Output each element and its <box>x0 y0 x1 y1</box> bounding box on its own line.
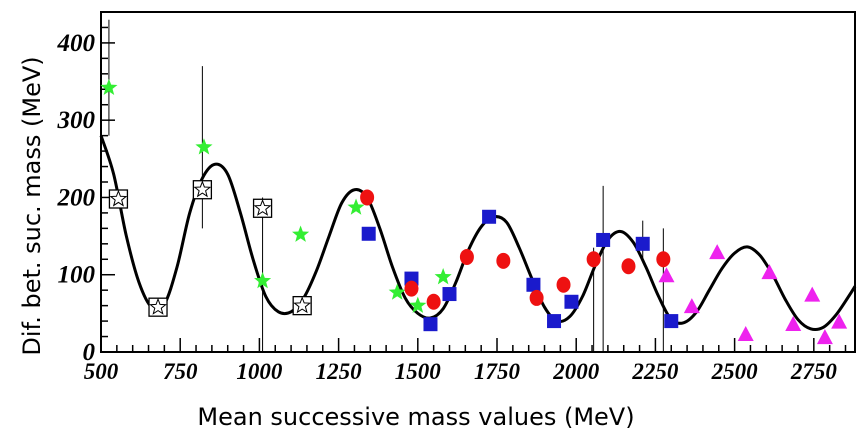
point-open-star-square <box>192 180 213 200</box>
point-circle <box>496 252 511 269</box>
fit-curve-group <box>99 135 857 332</box>
point-star <box>254 271 272 289</box>
point-star <box>388 283 406 300</box>
point-star <box>195 138 213 155</box>
marker-star-outline <box>149 297 167 315</box>
marker-square-outline <box>292 295 312 316</box>
x-tick-label: 500 <box>84 359 119 384</box>
point-square <box>664 314 679 329</box>
x-tick-label: 2250 <box>631 359 679 384</box>
point-open-star-square <box>148 297 168 317</box>
point-square <box>635 236 650 251</box>
y-tick-label: 300 <box>57 107 96 134</box>
point-square <box>361 226 376 241</box>
x-tick-label: 2500 <box>711 359 759 384</box>
point-square <box>423 317 438 332</box>
point-open-star-square <box>108 189 129 209</box>
point-triangle <box>785 315 802 331</box>
axis-ticks <box>100 11 847 353</box>
marker-star-outline <box>253 198 272 216</box>
point-circle <box>621 258 636 275</box>
tick-labels: 0 100 200 300 400 500 750 1000 1250 1500 1750 2000 2… <box>57 30 838 384</box>
point-circle <box>556 276 571 293</box>
point-square <box>442 287 457 302</box>
point-star <box>100 78 118 96</box>
marker-star-outline <box>193 180 212 198</box>
point-triangle <box>816 329 833 345</box>
marker-square-outline <box>108 189 129 209</box>
marker-square-outline <box>148 297 168 317</box>
point-open-star-square <box>292 295 312 316</box>
marker-star-outline <box>293 296 312 314</box>
x-tick-label: 1500 <box>395 359 442 384</box>
y-tick-label: 200 <box>57 184 96 211</box>
point-triangle <box>804 286 821 302</box>
y-axis-title: Dif. bet. suc. mass (MeV) <box>18 56 46 355</box>
point-triangle <box>658 267 675 283</box>
x-axis-title: Mean successive mass values (MeV) <box>197 403 634 431</box>
point-circle <box>426 293 441 310</box>
fit-curve <box>99 135 857 332</box>
point-square <box>547 314 562 329</box>
marker-square-outline <box>192 180 213 200</box>
point-circle <box>529 289 544 306</box>
point-star <box>347 198 365 215</box>
x-tick-label: 2750 <box>790 359 838 384</box>
point-triangle <box>683 298 700 314</box>
point-circle <box>656 251 671 268</box>
point-square <box>596 232 611 247</box>
point-circle <box>360 189 375 206</box>
point-circle <box>586 251 601 268</box>
marker-star-outline <box>109 189 128 207</box>
plot-frame <box>100 11 856 353</box>
point-circle <box>459 248 474 265</box>
point-triangle <box>761 264 778 280</box>
y-tick-label: 100 <box>58 262 96 289</box>
point-triangle <box>709 244 726 260</box>
point-open-star-square <box>252 198 273 218</box>
point-triangle <box>737 326 754 341</box>
y-tick-label: 400 <box>57 30 96 57</box>
point-triangle <box>831 313 848 329</box>
data-points <box>100 78 848 345</box>
point-square <box>526 277 541 292</box>
x-tick-label: 2000 <box>552 359 600 384</box>
x-tick-label: 750 <box>163 359 198 384</box>
x-tick-label: 1750 <box>474 359 521 384</box>
point-circle <box>404 280 419 297</box>
point-square <box>564 294 579 309</box>
y-tick-label: 0 <box>83 339 96 366</box>
point-star <box>409 296 427 313</box>
marker-square-outline <box>252 198 273 218</box>
point-star <box>434 268 452 285</box>
x-tick-label: 1250 <box>316 359 363 384</box>
point-star <box>292 225 310 242</box>
point-square <box>482 209 497 224</box>
x-tick-label: 1000 <box>236 359 283 384</box>
